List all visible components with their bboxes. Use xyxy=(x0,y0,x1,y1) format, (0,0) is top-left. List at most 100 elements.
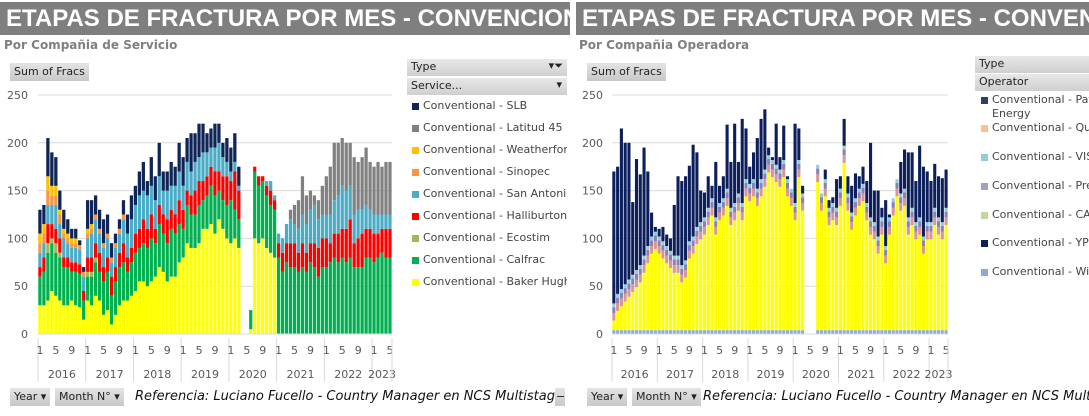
bar-segment-1-1 xyxy=(831,220,835,331)
bar-segment-0-4 xyxy=(97,233,102,253)
bar-segment-1-1 xyxy=(876,253,880,331)
bar-segment-1-0 xyxy=(872,330,876,334)
month-filter-button[interactable]: Month N° ▾ xyxy=(632,388,701,406)
legend-swatch xyxy=(981,211,988,219)
bar-segment-1-4 xyxy=(751,179,756,183)
legend-swatch xyxy=(981,182,988,190)
bar-segment-0-4 xyxy=(50,204,54,225)
left-legend-type-filter[interactable]: Type ▾⏷ xyxy=(407,59,567,76)
month-tick-label: 5 xyxy=(387,344,394,357)
bar-segment-1-3 xyxy=(842,149,846,156)
legend-item[interactable]: Conventional - Pata Energy xyxy=(981,93,1089,121)
legend-item[interactable]: Conventional - Quin xyxy=(981,121,1089,135)
bar-segment-1-2 xyxy=(718,212,722,221)
bar-segment-1-4 xyxy=(619,289,623,293)
right-sum-of-fracs-button[interactable]: Sum of Fracs xyxy=(587,63,666,81)
bar-segment-1-2 xyxy=(914,231,918,240)
bar-segment-0-8 xyxy=(97,209,102,229)
legend-item[interactable]: Conventional - Presi xyxy=(981,179,1089,193)
bar-segment-1-3 xyxy=(785,182,790,189)
scroll-button[interactable]: − xyxy=(555,388,565,406)
legend-item[interactable]: Conventional - CAPE xyxy=(981,208,1089,222)
y-tick-label: 150 xyxy=(582,185,603,198)
bar-segment-1-2 xyxy=(751,188,756,197)
bar-segment-1-0 xyxy=(729,330,733,334)
bar-segment-1-1 xyxy=(642,272,646,331)
bar-segment-0-6 xyxy=(90,224,94,229)
bar-segment-0-2 xyxy=(93,257,98,263)
bar-segment-0-3 xyxy=(177,200,181,225)
bar-segment-0-3 xyxy=(70,262,74,272)
bar-segment-0-0 xyxy=(58,300,62,334)
bar-segment-0-0 xyxy=(66,305,70,334)
bar-segment-0-1 xyxy=(161,233,165,272)
bar-segment-0-3 xyxy=(105,257,110,272)
year-filter-button[interactable]: Year ▾ xyxy=(10,388,51,406)
month-filter-button[interactable]: Month N° ▾ xyxy=(55,388,124,406)
left-legend-service-field[interactable]: Service... ▾ xyxy=(407,78,567,95)
bar-segment-0-4 xyxy=(46,204,50,225)
bar-segment-0-7 xyxy=(304,195,309,225)
right-legend-type-filter[interactable]: Type xyxy=(975,56,1089,73)
legend-item[interactable]: Conventional - YPF xyxy=(981,236,1089,250)
bar-segment-1-2 xyxy=(801,203,805,211)
bar-segment-0-1 xyxy=(276,257,281,334)
left-subtitle: Por Compañia de Servicio xyxy=(4,38,178,52)
bar-segment-1-5 xyxy=(778,157,782,170)
bar-segment-0-8 xyxy=(205,133,209,153)
legend-label: Conventional - Sinopec xyxy=(423,165,550,178)
legend-item[interactable]: Conventional - Sinopec xyxy=(412,165,567,179)
bar-segment-1-2 xyxy=(623,293,627,302)
legend-label: Conventional - Calfrac xyxy=(423,253,546,266)
right-legend-operator-field[interactable]: Operator xyxy=(975,74,1089,91)
bar-segment-0-5 xyxy=(97,228,102,234)
bar-segment-1-4 xyxy=(774,164,778,169)
bar-segment-1-3 xyxy=(933,211,937,218)
bar-segment-0-1 xyxy=(217,190,221,220)
bar-segment-0-7 xyxy=(332,142,336,201)
bar-segment-0-8 xyxy=(201,123,205,153)
legend-item[interactable]: Conventional - VIST xyxy=(981,150,1089,164)
legend-item[interactable]: Conventional - San Antonio xyxy=(412,187,567,201)
bar-segment-1-0 xyxy=(619,330,623,334)
legend-item[interactable]: Conventional - Ecostim xyxy=(412,231,567,245)
left-sum-of-fracs-button[interactable]: Sum of Fracs xyxy=(10,63,89,81)
legend-item[interactable]: Conventional - Weatherford xyxy=(412,143,567,157)
legend-item[interactable]: Conventional - Halliburton xyxy=(412,209,567,223)
bar-segment-0-8 xyxy=(109,243,114,258)
legend-swatch xyxy=(412,124,419,132)
legend-item[interactable]: Conventional - Baker Hughes xyxy=(412,275,567,289)
year-filter-button[interactable]: Year ▾ xyxy=(587,388,628,406)
month-tick-label: 1 xyxy=(610,344,617,357)
bar-segment-0-4 xyxy=(328,214,332,244)
bar-segment-1-1 xyxy=(706,225,710,331)
legend-item[interactable]: Conventional - Latitud 45 xyxy=(412,121,567,135)
bar-segment-0-3 xyxy=(125,257,130,272)
bar-segment-1-0 xyxy=(653,330,657,334)
bar-segment-0-1 xyxy=(117,267,122,306)
bar-segment-1-0 xyxy=(899,330,903,334)
bar-segment-0-4 xyxy=(197,157,201,182)
bar-segment-0-1 xyxy=(304,271,309,334)
bar-segment-1-5 xyxy=(880,207,884,218)
bar-segment-0-4 xyxy=(153,200,157,229)
month-tick-label: 9 xyxy=(164,344,171,357)
bar-segment-1-5 xyxy=(876,190,880,237)
legend-item[interactable]: Conventional - SLB xyxy=(412,99,567,113)
year-tick-label: 2020 xyxy=(239,368,267,381)
year-tick-label: 2019 xyxy=(191,368,219,381)
bar-segment-1-1 xyxy=(631,291,635,331)
bar-segment-1-2 xyxy=(850,222,854,230)
legend-item[interactable]: Conventional - Calfrac xyxy=(412,253,567,267)
legend-label: Conventional - Quin xyxy=(992,121,1089,134)
bar-segment-0-1 xyxy=(205,195,209,229)
bar-segment-1-2 xyxy=(680,274,684,283)
bar-segment-0-3 xyxy=(300,243,305,268)
bar-segment-0-2 xyxy=(86,271,90,277)
bar-segment-1-4 xyxy=(933,207,937,212)
month-tick-label: 9 xyxy=(777,344,784,357)
bar-segment-1-1 xyxy=(835,225,839,331)
legend-item[interactable]: Conventional - Wint xyxy=(981,265,1089,279)
bar-segment-0-5 xyxy=(113,243,118,248)
bar-segment-0-3 xyxy=(165,219,169,244)
